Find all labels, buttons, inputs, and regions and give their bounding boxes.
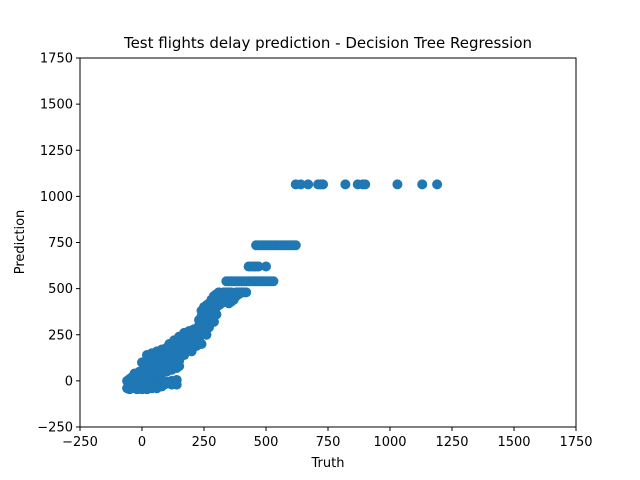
- data-point: [261, 261, 271, 272]
- data-point: [218, 291, 229, 302]
- y-tick-label: 0: [65, 374, 73, 389]
- data-point: [132, 384, 143, 395]
- y-axis-label: Prediction: [13, 210, 28, 275]
- y-axis-ticks: −250 0 250 500 750 1000 1250 1500 1750: [37, 52, 80, 436]
- data-point: [392, 179, 403, 190]
- x-tick-label: 1000: [373, 435, 406, 450]
- y-tick-label: 500: [48, 282, 73, 297]
- data-point: [303, 179, 314, 190]
- x-tick-label: 750: [316, 435, 341, 450]
- y-tick-label: 1250: [40, 144, 73, 159]
- x-tick-label: 1250: [435, 435, 468, 450]
- y-tick-label: −250: [37, 421, 73, 436]
- data-point: [290, 240, 301, 251]
- data-point: [417, 179, 428, 190]
- data-point: [226, 291, 237, 302]
- data-point: [295, 179, 306, 190]
- x-tick-label: 0: [138, 435, 146, 450]
- data-point: [196, 338, 207, 349]
- chart-title: Test flights delay prediction - Decision…: [123, 34, 532, 52]
- data-point: [360, 179, 371, 190]
- x-tick-label: 500: [254, 435, 279, 450]
- x-tick-label: 1500: [497, 435, 530, 450]
- x-axis-ticks: −250 0 250 500 750 1000 1250 1500 1750: [62, 427, 593, 450]
- x-tick-label: 250: [192, 435, 217, 450]
- data-point: [124, 384, 135, 395]
- data-point: [432, 179, 443, 190]
- y-tick-label: 250: [48, 328, 73, 343]
- x-tick-label: 1750: [559, 435, 592, 450]
- y-tick-label: 1000: [40, 190, 73, 205]
- y-tick-label: 1500: [40, 98, 73, 113]
- x-axis-label: Truth: [311, 456, 345, 471]
- data-point: [318, 179, 329, 190]
- data-point: [236, 287, 247, 298]
- data-point: [340, 179, 351, 190]
- x-tick-label: −250: [62, 435, 98, 450]
- y-tick-label: 750: [48, 236, 73, 251]
- data-point: [253, 261, 264, 272]
- data-point: [268, 276, 279, 287]
- data-points: [122, 179, 443, 395]
- y-tick-label: 1750: [40, 52, 73, 67]
